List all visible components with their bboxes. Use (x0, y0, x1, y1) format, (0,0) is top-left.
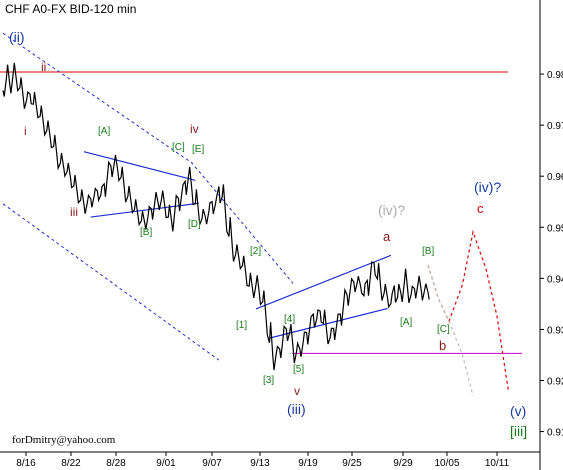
projection-alternative (427, 264, 474, 396)
y-tick-label: 0.96 (547, 172, 563, 183)
x-tick-label: 9/07 (202, 458, 222, 469)
wave-label-C2: [C] (437, 324, 450, 335)
wave-label-iv-small: iv (190, 122, 199, 136)
triangle-upper-line (83, 151, 196, 181)
wave-label-iii-small: iii (70, 205, 78, 219)
x-tick-label: 9/29 (393, 458, 413, 469)
x-tick-label: 9/13 (250, 458, 270, 469)
wave-label-ii-small: ii (41, 60, 46, 74)
projection-wave-iv (427, 229, 509, 390)
x-tick-label: 10/05 (434, 458, 459, 469)
wave-label-w2: [2] (250, 246, 261, 257)
wedge-upper-line (255, 254, 392, 310)
wave-label-b: b (439, 338, 446, 353)
wave-label-w3: [3] (263, 375, 274, 386)
x-tick-label: 9/25 (342, 458, 362, 469)
wave-label-a: a (383, 229, 391, 244)
wave-label-w5: [5] (293, 364, 304, 375)
wave-label-c: c (477, 201, 484, 216)
wave-label-ii-big: (ii) (9, 29, 25, 45)
price-line (2, 62, 430, 371)
wave-label-iii-big: (iii) (287, 401, 306, 417)
x-tick-label: 8/16 (16, 458, 36, 469)
wave-label-iv-big: (iv)? (474, 179, 501, 195)
trend-channel-upper (2, 32, 294, 284)
wave-label-B2: [B] (422, 246, 434, 257)
wave-label-A2: [A] (400, 317, 412, 328)
y-tick-label: 0.91 (547, 428, 563, 439)
x-tick-label: 9/19 (298, 458, 318, 469)
wave-label-iv-grey: (iv)? (378, 202, 405, 218)
wave-label-w4: [4] (284, 314, 295, 325)
chart-title: CHF A0-FX BID-120 min (5, 2, 136, 16)
wave-label-C1: [C] (172, 142, 185, 153)
wave-label-B1: [B] (140, 227, 152, 238)
y-tick-label: 0.94 (547, 274, 563, 285)
trend-channel-lower (2, 203, 220, 361)
x-tick-label: 10/11 (485, 458, 510, 469)
y-tick-label: 0.95 (547, 223, 563, 234)
footer-email: forDmitry@yahoo.com (12, 434, 116, 446)
y-tick-label: 0.97 (547, 121, 563, 132)
wave-label-v-big: (v) (510, 403, 526, 419)
x-tick-label: 8/28 (106, 458, 126, 469)
x-tick-label: 9/01 (156, 458, 176, 469)
y-tick-label: 0.92 (547, 376, 563, 387)
wave-label-D1: [D] (188, 219, 201, 230)
wave-label-w1: [1] (236, 320, 247, 331)
y-tick-label: 0.98 (547, 70, 563, 81)
wave-label-iii-bracket: [iii] (510, 423, 527, 439)
wave-label-v-small: v (294, 384, 300, 398)
x-tick-label: 8/22 (61, 458, 81, 469)
wave-label-E1: [E] (192, 144, 204, 155)
y-tick-label: 0.93 (547, 325, 563, 336)
wave-label-i: i (24, 124, 27, 138)
wave-label-A1: [A] (98, 126, 110, 137)
